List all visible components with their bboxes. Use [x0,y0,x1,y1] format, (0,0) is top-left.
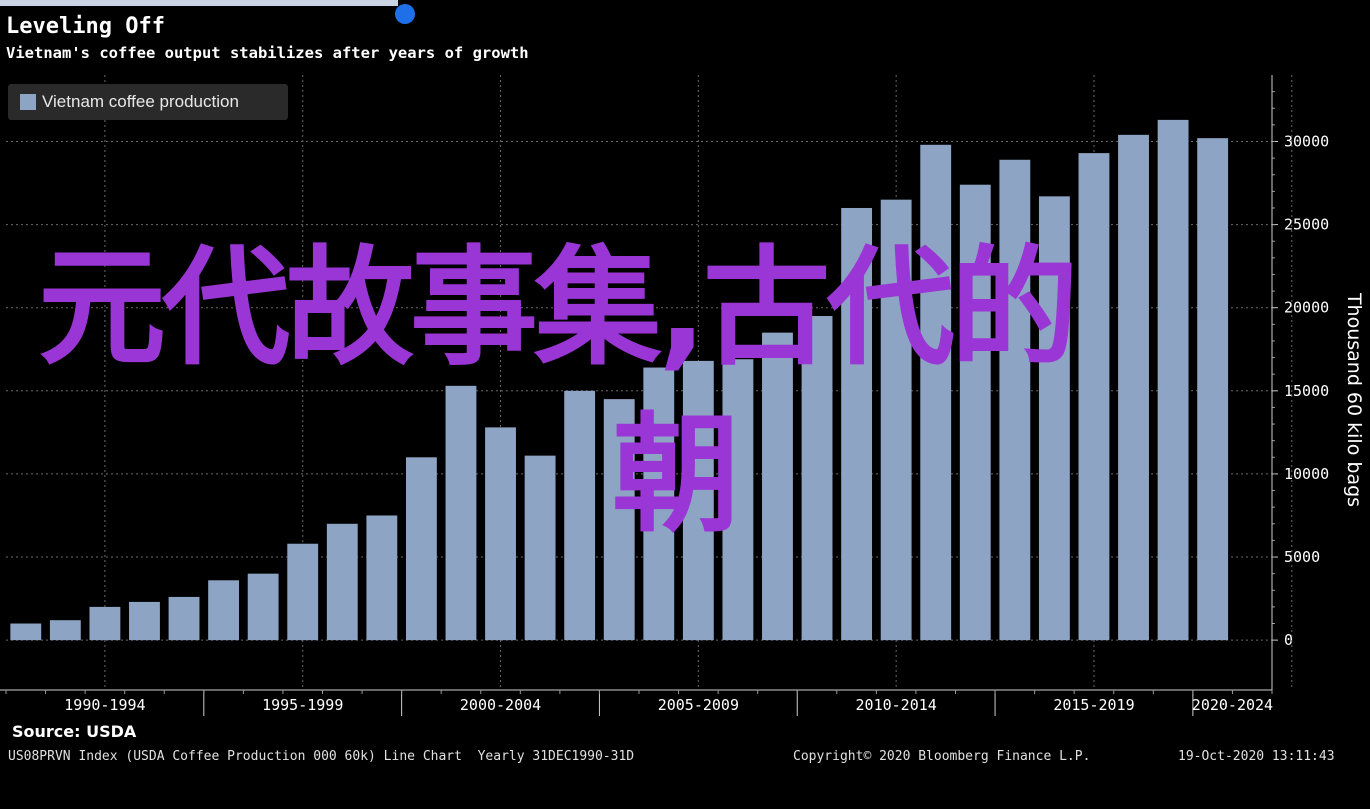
bar [366,515,398,641]
bar [841,207,873,641]
bar [405,457,437,641]
legend: Vietnam coffee production [8,84,288,120]
bar [722,359,754,641]
y-axis-title: Thousand 60 kilo bags [1343,292,1365,507]
chart-title: Leveling Off [6,14,165,39]
footer: US08PRVN Index (USDA Coffee Production 0… [8,749,1368,809]
x-tick-label: 2005-2009 [658,696,739,714]
y-tick-label: 10000 [1284,465,1329,483]
x-tick-label: 2015-2019 [1053,696,1134,714]
bar [1157,119,1189,641]
legend-label: Vietnam coffee production [42,92,239,111]
bar [643,367,675,641]
bar [89,606,121,641]
bar [1197,138,1229,641]
bar [801,316,833,641]
bar [287,543,319,641]
x-tick-label: 2010-2014 [856,696,937,714]
bar [326,523,358,641]
bar [959,184,991,641]
bar [1078,153,1110,641]
scroll-track [0,0,398,6]
y-tick-label: 30000 [1284,132,1329,150]
bar [10,623,42,641]
source-label: Source: USDA [12,722,137,741]
bar [129,601,160,641]
bar [603,399,635,641]
x-tick-label: 1990-1994 [64,696,145,714]
bar [49,620,81,641]
y-tick-label: 20000 [1284,299,1329,317]
y-tick-label: 5000 [1284,548,1320,566]
y-tick-label: 15000 [1284,382,1329,400]
top-bar [0,0,1370,24]
bar [920,144,952,641]
bar [485,427,516,641]
chart-subtitle: Vietnam's coffee output stabilizes after… [6,44,529,62]
legend-swatch [20,94,36,110]
footer-copyright: Copyright© 2020 Bloomberg Finance L.P. [793,749,1091,764]
y-tick-label: 0 [1284,631,1293,649]
x-tick-label: 2020-2024 [1192,696,1273,714]
bar [682,360,714,641]
y-tick-label: 25000 [1284,216,1329,234]
bar [208,580,240,641]
footer-index: US08PRVN Index (USDA Coffee Production 0… [8,749,635,764]
bar [1038,196,1070,641]
footer-timestamp: 19-Oct-2020 13:11:43 [1178,749,1335,764]
bar [880,199,912,641]
bar [762,332,793,641]
bar [445,385,477,641]
bar [564,390,596,641]
x-tick-label: 1995-1999 [262,696,343,714]
bar-chart: 0 5000 10000 15000 20000 25000 30000 1990-1994 1… [0,75,1365,716]
bar [999,159,1031,641]
bar [524,455,556,641]
x-tick-label: 2000-2004 [460,696,541,714]
bar [247,573,279,641]
bar [168,596,200,641]
scroll-handle[interactable] [395,4,415,24]
bar [1118,134,1149,641]
